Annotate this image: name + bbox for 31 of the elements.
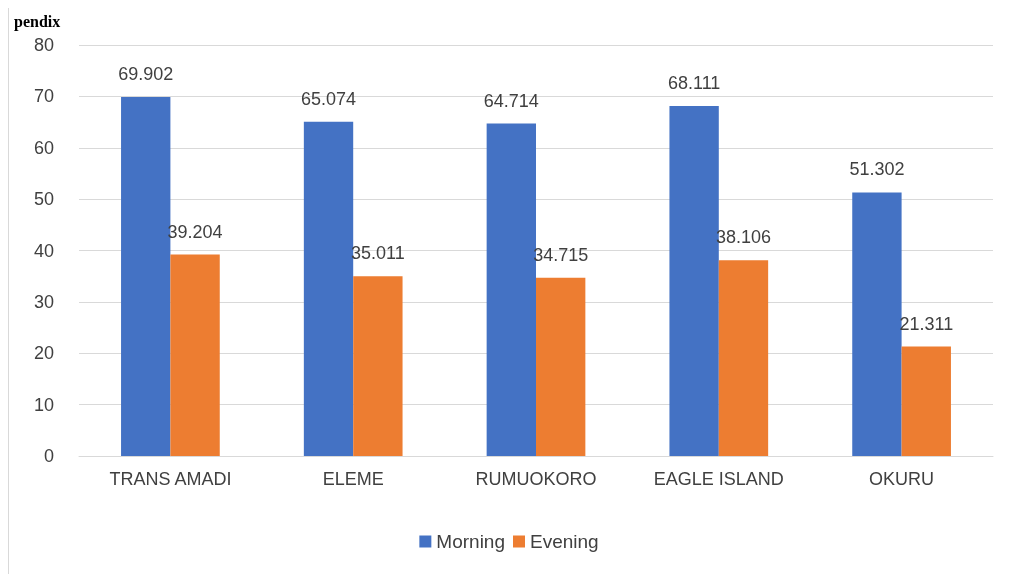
data-label: 69.902 — [118, 63, 174, 84]
legend-label: Evening — [529, 531, 599, 552]
y-tick-label: 10 — [33, 394, 54, 415]
bar — [486, 123, 536, 456]
bar — [901, 346, 951, 456]
data-label: 65.074 — [300, 88, 357, 109]
legend-label: Morning — [436, 531, 505, 552]
bar — [852, 192, 902, 456]
y-tick-label: 30 — [33, 291, 54, 312]
chart-title: pendix — [14, 12, 61, 31]
y-tick-label: 80 — [33, 35, 54, 55]
x-tick-label: TRANS AMADI — [109, 469, 232, 489]
y-tick-label: 20 — [33, 343, 54, 364]
y-tick-label: 0 — [43, 446, 54, 466]
bar — [718, 260, 769, 456]
data-label: 64.714 — [483, 90, 539, 111]
y-tick-label: 50 — [33, 189, 54, 210]
y-tick-label: 60 — [33, 137, 54, 158]
bar — [536, 277, 586, 456]
x-tick-label: EAGLE ISLAND — [653, 469, 784, 489]
data-label: 51.302 — [849, 159, 905, 180]
y-tick-label: 40 — [33, 240, 54, 261]
bar — [669, 106, 719, 456]
bar — [353, 276, 403, 456]
bar — [303, 121, 354, 456]
y-tick-label: 70 — [33, 86, 54, 107]
x-tick-label: OKURU — [869, 469, 935, 489]
x-tick-label: ELEME — [322, 469, 384, 489]
bar — [170, 254, 220, 456]
data-label: 68.111 — [667, 73, 721, 94]
x-tick-label: RUMUOKORO — [475, 469, 597, 489]
